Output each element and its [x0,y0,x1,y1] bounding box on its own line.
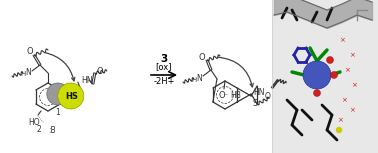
Text: [ox]: [ox] [156,62,172,71]
FancyArrowPatch shape [218,57,253,87]
Text: 1: 1 [56,108,60,117]
Circle shape [313,90,321,97]
Circle shape [330,71,338,78]
Text: HB: HB [230,91,241,100]
Text: H: H [191,77,197,83]
Text: HS: HS [65,91,78,101]
Circle shape [303,61,331,89]
Text: ×: × [351,82,357,88]
Text: HN: HN [81,75,92,84]
Text: N: N [196,73,202,82]
Circle shape [58,83,84,109]
Text: ×: × [349,107,355,113]
Text: ⁻: ⁻ [224,91,228,100]
Circle shape [47,83,69,105]
Text: ×: × [339,37,345,43]
Text: N: N [25,67,31,76]
Text: -2H+: -2H+ [153,76,175,86]
Text: O: O [219,91,225,100]
Circle shape [327,56,333,63]
Text: ×: × [344,67,350,73]
Text: O: O [27,47,33,56]
Text: O: O [96,67,103,75]
Text: 2: 2 [37,125,41,134]
Text: HN: HN [253,88,265,97]
Text: :B: :B [48,126,56,135]
Text: ×: × [349,52,355,58]
Text: ×: × [341,97,347,103]
FancyArrowPatch shape [45,53,75,81]
Circle shape [336,127,341,132]
Bar [272,0,378,153]
Text: HO: HO [28,118,40,127]
Text: S: S [252,99,257,108]
Text: H: H [20,71,26,77]
Text: ×: × [337,117,343,123]
Text: O: O [199,52,205,62]
Text: O: O [265,92,271,101]
Text: 3: 3 [160,54,167,64]
